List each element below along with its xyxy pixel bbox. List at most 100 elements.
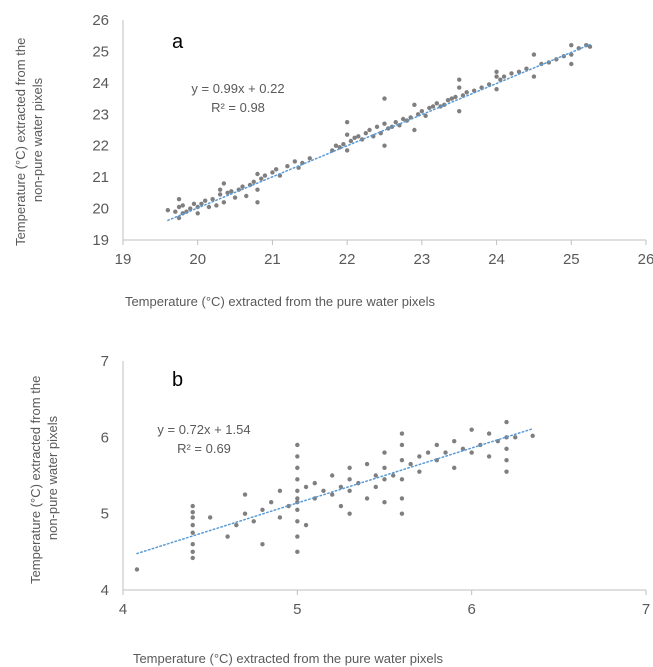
scatter-point [494, 86, 499, 92]
scatter-point [430, 104, 436, 109]
scatter-point [202, 198, 208, 203]
y-tick-label: 22 [92, 138, 109, 155]
scatter-point [408, 461, 413, 467]
scatter-point [469, 427, 474, 432]
panel-a-equation: y = 0.99x + 0.22 [191, 81, 284, 96]
x-tick-label: 22 [339, 251, 356, 268]
scatter-point [374, 124, 380, 130]
scatter-point [469, 450, 474, 455]
scatter-point [347, 488, 352, 493]
scatter-point [221, 200, 227, 205]
panel-b-x-axis-title: Temperature (°C) extracted from the pure… [133, 651, 444, 666]
scatter-point [504, 458, 509, 463]
scatter-point [425, 450, 431, 455]
scatter-point [494, 74, 499, 79]
y-tick-label: 7 [101, 353, 109, 370]
scatter-point [341, 141, 346, 147]
scatter-point [338, 484, 344, 490]
scatter-point [400, 116, 406, 122]
scatter-point [399, 458, 405, 463]
scatter-point [434, 442, 439, 448]
scatter-point [251, 179, 256, 185]
scatter-point [501, 74, 507, 79]
svg-text:Temperature (°C) extracted fro: Temperature (°C) extracted from the non-… [28, 372, 60, 584]
panel-b-label: b [172, 369, 183, 391]
scatter-point [295, 442, 300, 448]
scatter-point [364, 496, 370, 501]
scatter-point [229, 189, 234, 194]
scatter-point [255, 171, 260, 177]
scatter-point [295, 496, 300, 501]
y-tick-label: 21 [92, 169, 109, 186]
y-tick-label: 4 [101, 582, 109, 599]
scatter-point [363, 130, 369, 136]
scatter-point [382, 465, 387, 471]
scatter-point [191, 201, 197, 207]
scatter-point [242, 492, 248, 497]
scatter-point [240, 184, 245, 189]
y-tick-label: 26 [92, 12, 109, 29]
panel-b-equation: y = 0.72x + 1.54 [157, 422, 250, 437]
scatter-point [190, 522, 195, 528]
scatter-point [364, 461, 370, 467]
scatter-point [494, 69, 499, 75]
scatter-point [486, 431, 492, 436]
x-tick-label: 19 [115, 251, 132, 268]
scatter-point [255, 200, 260, 205]
panel-a-x-axis-title: Temperature (°C) extracted from the pure… [125, 294, 436, 309]
panel-a-r-squared: R² = 0.98 [211, 100, 265, 115]
scatter-point [255, 187, 260, 192]
scatter-point [399, 431, 405, 436]
scatter-point [419, 108, 425, 114]
scatter-point [330, 473, 335, 478]
scatter-point [569, 61, 574, 67]
scatter-point [504, 419, 509, 425]
scatter-point [295, 534, 300, 539]
scatter-point [457, 77, 462, 82]
scatter-point [427, 105, 432, 111]
scatter-point [504, 469, 509, 474]
panel-b-chart: 4 5 6 7 4 5 6 7 b y = 0.72x + 1.54 R² = 0.69 T… [28, 353, 650, 666]
scatter-point [244, 193, 249, 199]
scatter-point [321, 488, 326, 493]
panel-b-y-axis-title-line2: non-pure water pixels [45, 415, 60, 540]
scatter-point [190, 542, 195, 547]
scatter-point [356, 134, 361, 139]
scatter-point [338, 503, 344, 509]
scatter-point [382, 477, 387, 482]
y-tick-label: 20 [92, 201, 109, 218]
scatter-point [303, 522, 309, 528]
scatter-point [295, 477, 300, 482]
scatter-point [190, 503, 195, 509]
scatter-point [295, 465, 300, 471]
svg-text:Temperature (°C) extracted fro: Temperature (°C) extracted from the non-… [13, 34, 45, 246]
scatter-point [382, 450, 387, 455]
scatter-point [199, 201, 204, 207]
scatter-point [190, 515, 195, 520]
scatter-point [434, 101, 439, 106]
scatter-point [210, 196, 215, 202]
scatter-point [242, 511, 248, 516]
scatter-point [352, 135, 357, 141]
scatter-point [399, 496, 405, 501]
panel-b-y-ticks: 4 5 6 7 [101, 353, 109, 599]
scatter-point [569, 42, 574, 48]
scatter-point [449, 96, 454, 101]
panel-a-y-ticks: 19 20 21 22 23 24 25 26 [92, 12, 109, 249]
scatter-point [295, 454, 300, 459]
scatter-point [373, 473, 378, 478]
x-tick-label: 5 [293, 601, 301, 618]
scatter-point [260, 542, 265, 547]
scatter-point [504, 446, 509, 451]
y-tick-label: 23 [92, 106, 109, 123]
scatter-point [190, 555, 195, 561]
scatter-point [399, 511, 405, 516]
scatter-point [393, 119, 398, 125]
scatter-point [176, 204, 182, 210]
scatter-point [531, 74, 537, 79]
scatter-point [513, 435, 518, 440]
scatter-point [399, 442, 405, 448]
scatter-point [344, 132, 350, 137]
scatter-point [262, 173, 268, 178]
scatter-point [382, 96, 387, 101]
